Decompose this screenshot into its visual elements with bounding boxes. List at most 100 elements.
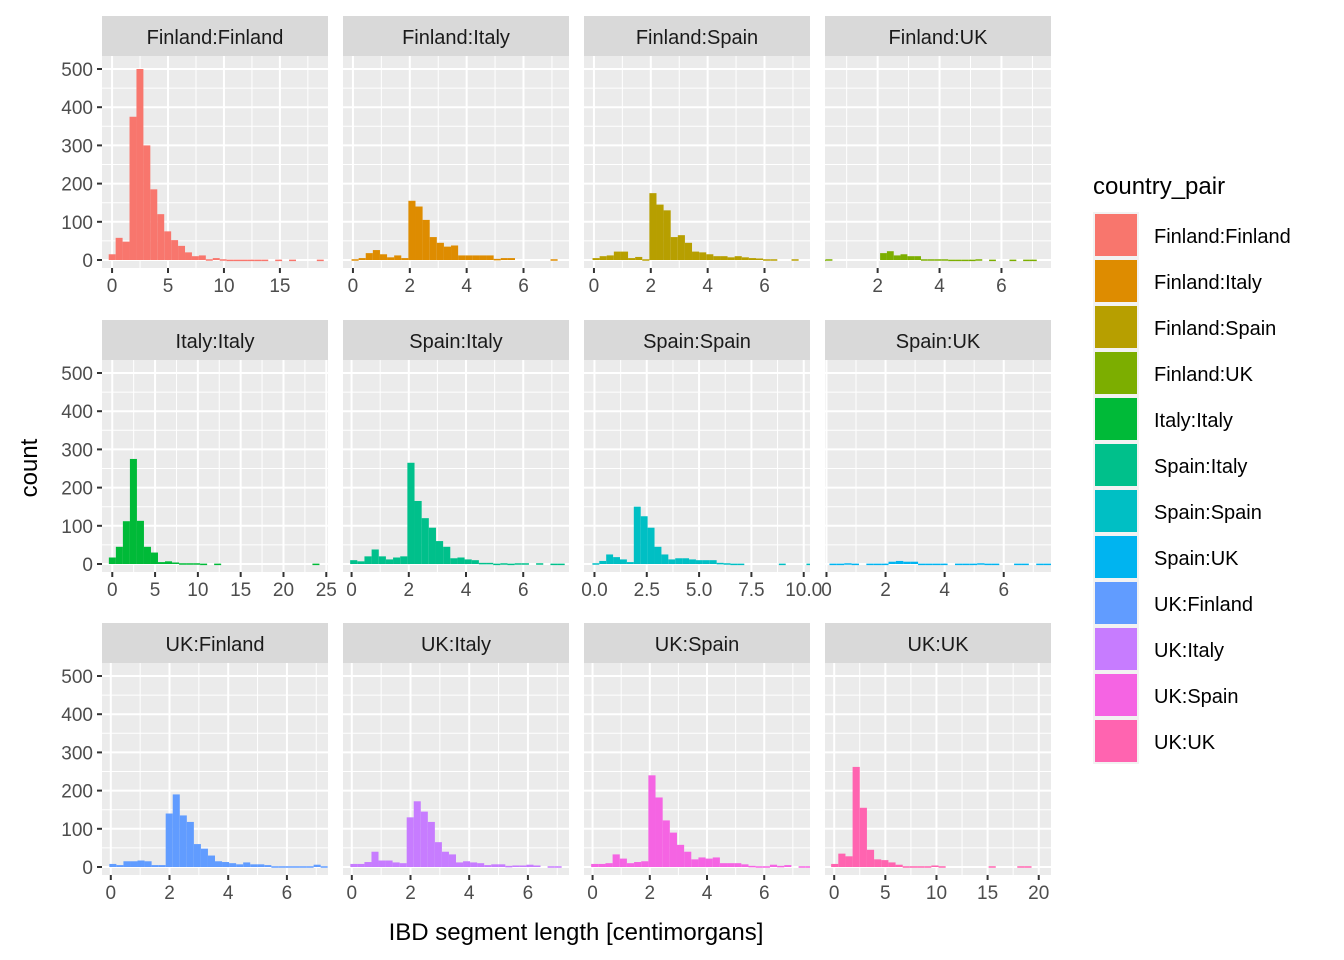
- histogram-bar: [805, 866, 810, 868]
- histogram-bar: [547, 866, 555, 868]
- x-tick-label: 5: [880, 883, 891, 904]
- x-tick-label: 2: [404, 580, 415, 601]
- histogram-bar: [465, 255, 473, 260]
- histogram-bar: [214, 563, 222, 566]
- histogram-bar: [415, 206, 423, 260]
- x-tick-label: 6: [518, 580, 529, 601]
- y-tick-label: 100: [61, 820, 93, 841]
- histogram-bar: [387, 257, 395, 260]
- x-tick-label: 15: [977, 883, 998, 904]
- histogram-bar: [825, 259, 826, 262]
- histogram-bar: [866, 563, 874, 566]
- histogram-bar: [372, 250, 380, 260]
- legend-item: Finland:Finland: [1093, 212, 1291, 258]
- histogram-bar: [647, 527, 655, 564]
- legend-item: UK:UK: [1093, 718, 1216, 764]
- x-tick-label: 25: [316, 580, 337, 601]
- histogram-bar: [806, 563, 810, 566]
- histogram-bar: [900, 254, 908, 260]
- histogram-bar: [598, 863, 606, 867]
- histogram-bar: [969, 563, 978, 566]
- x-tick-label: 4: [461, 276, 472, 297]
- histogram-bar: [895, 864, 903, 867]
- histogram-bar: [493, 563, 501, 566]
- legend-item: Finland:Spain: [1093, 304, 1276, 350]
- histogram-bar: [619, 559, 627, 564]
- panel-strip: [825, 16, 1051, 56]
- histogram-bar: [682, 558, 690, 564]
- histogram-bar: [1014, 563, 1022, 566]
- histogram-bar: [498, 864, 506, 867]
- histogram-bar: [941, 259, 949, 261]
- panel-strip-label: Italy:Italy: [176, 331, 255, 353]
- histogram-bar: [606, 554, 614, 564]
- histogram-bar: [406, 817, 414, 867]
- panel-strip: [343, 623, 569, 663]
- panel: Finland:Italy 0 2 4 6: [343, 16, 569, 297]
- histogram-bar: [741, 864, 749, 867]
- histogram-bar: [165, 813, 173, 867]
- histogram-bar: [364, 862, 372, 867]
- y-tick-label: 400: [61, 402, 93, 423]
- histogram-bar: [306, 866, 314, 868]
- panel: Finland:Spain 0 2 4 6: [584, 16, 810, 297]
- histogram-bar: [289, 259, 297, 262]
- histogram-bar: [178, 245, 186, 260]
- legend-label: Italy:Italy: [1154, 410, 1233, 432]
- histogram-bar: [699, 252, 707, 260]
- y-tick-label: 300: [61, 136, 93, 157]
- histogram-bar: [441, 851, 449, 867]
- x-tick-label: 4: [464, 883, 475, 904]
- x-tick-label: 0: [107, 276, 118, 297]
- histogram-bar: [924, 866, 932, 868]
- histogram-bar: [931, 865, 939, 867]
- histogram-bar: [684, 851, 692, 867]
- histogram-bar: [143, 145, 151, 260]
- histogram-bar: [642, 259, 650, 261]
- histogram-bar: [236, 864, 244, 867]
- histogram-bar: [193, 563, 201, 565]
- histogram-bar: [917, 866, 925, 868]
- histogram-bar: [451, 245, 459, 260]
- legend-swatch: [1095, 306, 1137, 348]
- histogram-bar: [313, 864, 321, 867]
- histogram-bar: [628, 258, 636, 260]
- x-tick-label: 6: [759, 883, 770, 904]
- panel-background: [825, 360, 1051, 572]
- x-tick-label: 6: [282, 883, 293, 904]
- histogram-bar: [737, 563, 745, 566]
- histogram-bar: [845, 856, 853, 867]
- legend-label: UK:Italy: [1154, 640, 1224, 662]
- x-tick-label: 6: [523, 883, 534, 904]
- y-tick-label: 100: [61, 213, 93, 234]
- histogram-bar: [243, 862, 251, 867]
- histogram-bar: [755, 866, 763, 868]
- histogram-bar: [633, 506, 641, 564]
- histogram-bar: [1043, 563, 1051, 566]
- histogram-bar: [486, 562, 494, 565]
- histogram-bar: [692, 251, 700, 260]
- histogram-bar: [109, 863, 117, 867]
- histogram-bar: [392, 862, 400, 867]
- histogram-bar: [605, 863, 613, 867]
- x-tick-label: 4: [939, 580, 950, 601]
- histogram-bar: [720, 256, 728, 260]
- histogram-bar: [677, 235, 685, 260]
- legend: country_pair Finland:Finland Finland:Ital…: [1093, 173, 1291, 764]
- x-tick-label: 7.5: [738, 580, 764, 601]
- histogram-bar: [977, 563, 985, 565]
- histogram-bar: [662, 820, 670, 867]
- panel-strip-label: UK:Finland: [166, 634, 265, 656]
- histogram-bar: [123, 861, 131, 867]
- legend-swatch: [1095, 444, 1137, 486]
- histogram-bar: [122, 521, 130, 564]
- histogram-bar: [709, 560, 717, 564]
- histogram-bar: [1024, 866, 1032, 868]
- panel: UK:UK 0 5 10 15 20: [825, 623, 1051, 904]
- histogram-bar: [179, 563, 187, 565]
- legend-item: Spain:Italy: [1093, 442, 1247, 488]
- histogram-bar: [429, 237, 437, 260]
- histogram-bar: [893, 255, 901, 260]
- x-tick-label: 0: [346, 580, 357, 601]
- histogram-bar: [723, 563, 731, 565]
